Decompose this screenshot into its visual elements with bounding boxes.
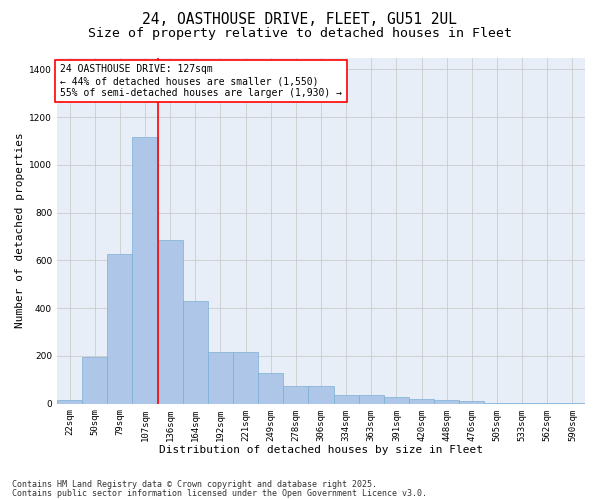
Bar (107, 254, 133, 404)
Bar (158, 240, 183, 404)
Bar (459, 401, 484, 404)
X-axis label: Distribution of detached houses by size in Fleet: Distribution of detached houses by size … (159, 445, 483, 455)
Bar (334, 396, 359, 404)
Bar (384, 396, 409, 404)
Bar (359, 396, 384, 404)
Bar (283, 386, 308, 404)
Bar (57, 400, 82, 404)
Text: Contains public sector information licensed under the Open Government Licence v3: Contains public sector information licen… (12, 489, 427, 498)
Bar (434, 400, 459, 404)
Bar (308, 386, 334, 404)
Bar (484, 402, 509, 404)
Text: Size of property relative to detached houses in Fleet: Size of property relative to detached ho… (88, 28, 512, 40)
Bar (509, 403, 535, 404)
Bar (258, 372, 283, 404)
Bar (233, 352, 258, 404)
Bar (208, 352, 233, 404)
Text: 24 OASTHOUSE DRIVE: 127sqm
← 44% of detached houses are smaller (1,550)
55% of s: 24 OASTHOUSE DRIVE: 127sqm ← 44% of deta… (59, 64, 341, 98)
Text: Contains HM Land Registry data © Crown copyright and database right 2025.: Contains HM Land Registry data © Crown c… (12, 480, 377, 489)
Bar (183, 301, 208, 404)
Bar (409, 399, 434, 404)
Bar (82, 357, 107, 404)
Y-axis label: Number of detached properties: Number of detached properties (15, 132, 25, 328)
Bar (133, 138, 158, 404)
Text: 24, OASTHOUSE DRIVE, FLEET, GU51 2UL: 24, OASTHOUSE DRIVE, FLEET, GU51 2UL (143, 12, 458, 28)
